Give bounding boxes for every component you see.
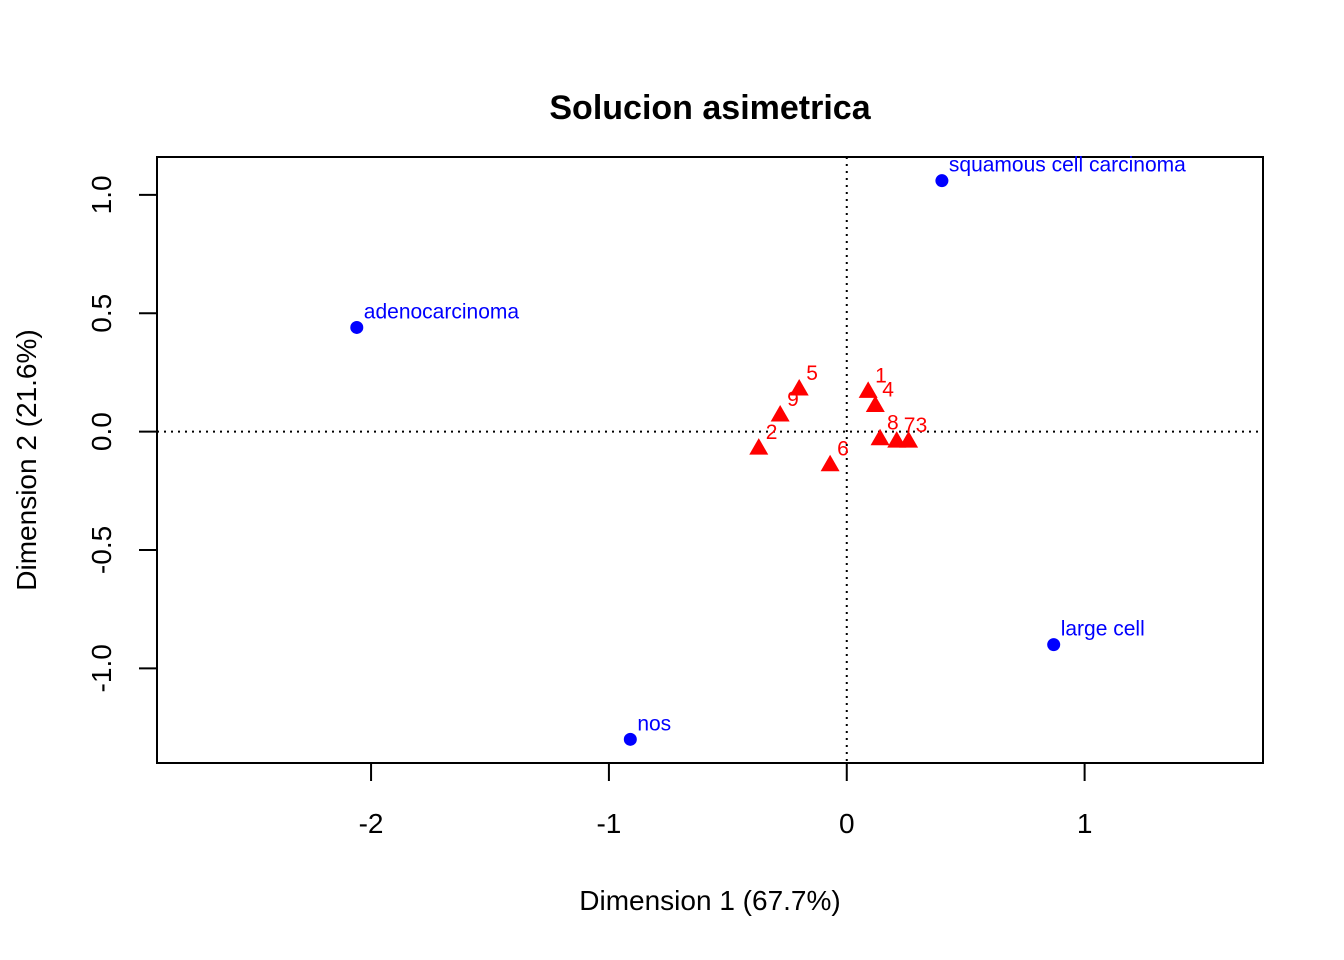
x-tick-label: 0 — [839, 808, 855, 839]
point-label: adenocarcinoma — [364, 300, 520, 323]
point-marker — [350, 320, 364, 334]
point-marker — [820, 454, 840, 472]
point-marker — [1047, 638, 1061, 652]
point-marker — [858, 381, 878, 398]
x-tick-label: -1 — [596, 808, 621, 839]
point-marker — [935, 174, 949, 188]
point-label: 2 — [766, 421, 778, 444]
y-axis-label: Dimension 2 (21.6%) — [11, 329, 42, 590]
reference-lines — [157, 157, 1263, 763]
point-marker — [899, 431, 919, 448]
point-label: nos — [637, 712, 671, 735]
point-label: 1 — [875, 364, 887, 387]
point-label: 3 — [916, 414, 928, 437]
y-axis: -1.0 -0.5 0.0 0.5 1.0 — [86, 175, 157, 692]
point-label: squamous cell carcinoma — [949, 154, 1186, 177]
point-marker — [623, 732, 637, 746]
point-label: 6 — [837, 438, 849, 461]
point-marker — [749, 438, 769, 455]
point-marker — [887, 431, 907, 448]
point-label: 4 — [882, 379, 894, 402]
y-tick-label: 1.0 — [86, 175, 117, 214]
x-axis-label: Dimension 1 (67.7%) — [579, 885, 840, 916]
point-label: 5 — [806, 362, 818, 385]
data-points: squamous cell carcinoma adenocarcinoma lar… — [350, 154, 1186, 746]
y-tick-label: -0.5 — [86, 526, 117, 574]
point-label: 7 — [904, 414, 916, 437]
point-marker — [770, 405, 790, 422]
y-tick-label: -1.0 — [86, 644, 117, 692]
x-tick-label: 1 — [1077, 808, 1093, 839]
x-tick-label: -2 — [359, 808, 384, 839]
y-tick-label: 0.5 — [86, 294, 117, 333]
y-tick-label: 0.0 — [86, 412, 117, 451]
point-marker — [870, 428, 890, 446]
chart-title: Solucion asimetrica — [549, 89, 871, 127]
point-marker — [789, 378, 809, 396]
point-label: 8 — [887, 412, 899, 435]
plot-frame — [156, 156, 1264, 764]
point-marker — [865, 395, 885, 413]
x-axis: -2 -1 0 1 — [359, 763, 1093, 839]
point-label: 9 — [787, 388, 799, 411]
point-label: large cell — [1061, 618, 1145, 641]
